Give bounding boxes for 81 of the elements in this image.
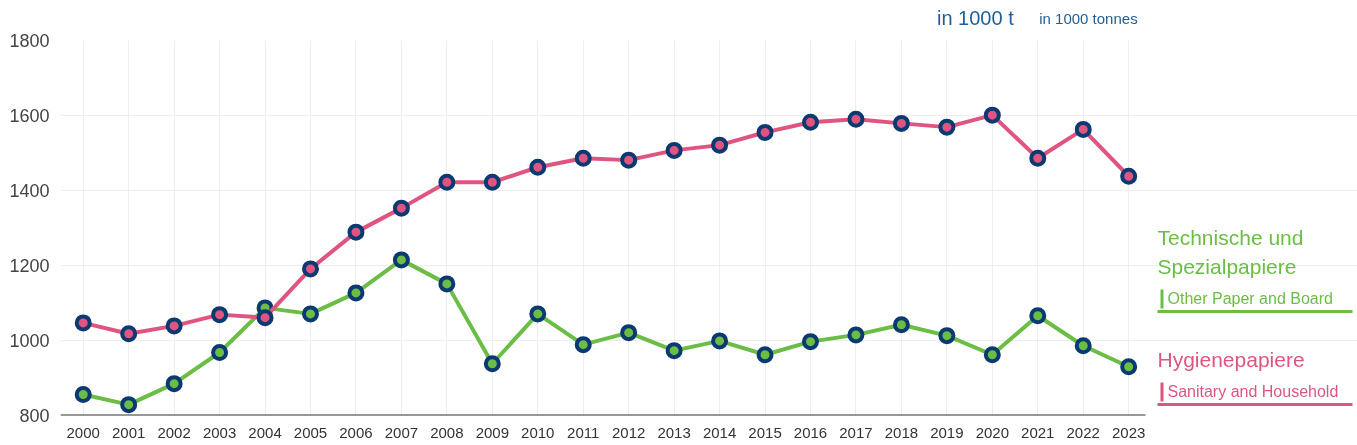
point <box>347 223 365 241</box>
y-axis-title: in 1000 t <box>936 6 1015 29</box>
x-tick-label: 2008 <box>430 423 464 441</box>
x-tick-label: 2017 <box>839 423 873 441</box>
point <box>256 309 274 327</box>
point <box>665 342 683 360</box>
point <box>438 173 456 191</box>
point <box>483 355 501 373</box>
point <box>1029 149 1047 167</box>
x-tick-label: 2012 <box>612 423 646 441</box>
y-tick-label: 1000 <box>9 331 50 351</box>
point <box>302 260 319 278</box>
point <box>392 199 410 217</box>
x-tick-label: 2004 <box>248 423 282 441</box>
point <box>120 396 138 414</box>
x-tick-label: 2003 <box>202 423 237 441</box>
x-tick-label: 2021 <box>1021 423 1055 441</box>
text: Technische und Spezialpapiere Other Paper and Board <box>1157 225 1333 307</box>
point <box>574 336 592 354</box>
point <box>1074 337 1092 355</box>
x-tick-label: 2022 <box>1066 423 1100 441</box>
y-tick-label: 1800 <box>9 31 50 51</box>
y-tick-label: 800 <box>19 406 50 426</box>
y-tick-label: 1600 <box>9 106 50 126</box>
point <box>165 375 183 393</box>
point <box>892 114 910 132</box>
point <box>983 106 1001 124</box>
x-tick-label: 2018 <box>884 423 919 441</box>
point <box>211 344 229 361</box>
y-tick-label: 1200 <box>9 256 50 276</box>
point <box>620 151 638 169</box>
x-tick-label: 2009 <box>475 423 510 441</box>
point <box>74 386 92 403</box>
point <box>483 173 501 191</box>
point <box>847 326 865 344</box>
point <box>211 306 229 324</box>
x-tick-label: 2001 <box>112 423 146 441</box>
x-tick-label: 2019 <box>930 423 964 441</box>
point <box>438 275 456 293</box>
point <box>802 113 819 131</box>
point <box>847 110 865 128</box>
point <box>802 333 819 351</box>
point <box>711 136 729 154</box>
point <box>1120 167 1138 185</box>
x-tick-label: 2006 <box>339 423 373 441</box>
point <box>1029 307 1047 325</box>
x-tick-label: 2014 <box>702 423 737 441</box>
point <box>302 305 319 323</box>
point <box>665 141 683 159</box>
point <box>892 316 910 334</box>
point <box>1074 120 1092 138</box>
point <box>120 325 138 343</box>
text: Hygienepapiere Sanitary and Household <box>1157 347 1339 400</box>
point <box>392 251 410 269</box>
point <box>711 332 729 350</box>
point <box>1120 358 1138 376</box>
x-tick-label: 2005 <box>293 423 328 441</box>
text: in 1000 tonnes <box>1039 9 1138 27</box>
x-tick-label: 2013 <box>657 423 691 441</box>
x-tick-label: 2011 <box>567 423 600 441</box>
point <box>938 118 956 136</box>
point <box>756 346 774 364</box>
x-tick-label: 2023 <box>1112 423 1146 441</box>
point <box>529 158 547 176</box>
x-tick-label: 2007 <box>384 423 419 441</box>
x-tick-label: 2002 <box>157 423 191 441</box>
point <box>529 305 547 323</box>
y-tick-label: 1400 <box>9 181 50 201</box>
x-tick-label: 2000 <box>66 423 100 441</box>
x-tick-label: 2016 <box>793 423 828 441</box>
point <box>347 284 365 302</box>
point <box>574 149 592 167</box>
point <box>756 123 774 141</box>
point <box>938 327 956 345</box>
x-tick-label: 2010 <box>521 423 555 441</box>
x-tick-label: 2015 <box>748 423 782 441</box>
point <box>983 346 1001 364</box>
point <box>165 317 183 335</box>
x-tick-label: 2020 <box>975 423 1010 441</box>
point <box>74 314 92 332</box>
point <box>620 324 638 342</box>
